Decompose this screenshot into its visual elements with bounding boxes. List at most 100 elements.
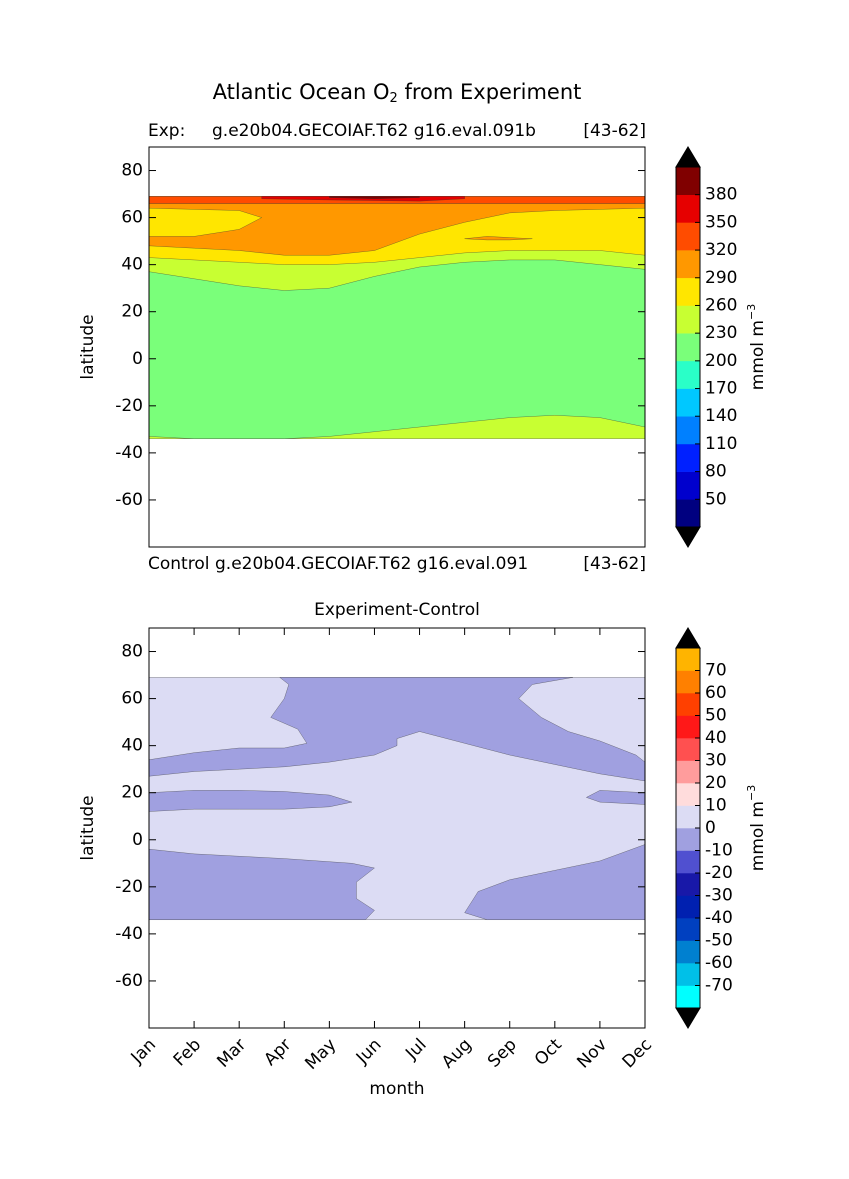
x-tick-label: Dec	[619, 1035, 656, 1072]
colorbar-segment	[676, 738, 700, 761]
colorbar-tick-label: 30	[705, 751, 727, 771]
colorbar-tick-label: -50	[705, 931, 733, 951]
colorbar-segment	[676, 277, 700, 306]
contour-region	[148, 790, 353, 812]
colorbar-extend-bottom	[675, 1007, 701, 1029]
colorbar-tick-label: 10	[705, 796, 727, 816]
y-tick-label: -40	[115, 924, 143, 944]
colorbar-segment	[676, 805, 700, 829]
colorbar-tick-label: -60	[705, 953, 733, 973]
colorbar-segment	[676, 783, 700, 806]
colorbar-tick-label: 290	[705, 268, 737, 288]
chart-title-left: Exp:	[148, 121, 185, 141]
y-tick-label: 0	[132, 830, 143, 850]
y-tick-label: -20	[115, 396, 143, 416]
colorbar-segment	[676, 873, 700, 896]
x-tick-label: Jul	[401, 1035, 430, 1064]
colorbar-segment	[676, 693, 700, 716]
colorbar-tick-label: 380	[705, 185, 737, 205]
colorbar-segment	[676, 360, 700, 389]
y-axis-label: latitude	[78, 795, 98, 860]
colorbar-tick-label: -40	[705, 908, 733, 928]
y-tick-label: 60	[121, 689, 143, 709]
title-part: from Experiment	[398, 80, 582, 104]
y-tick-label: 60	[121, 208, 143, 228]
colorbar-label-superscript: −3	[745, 304, 758, 320]
x-tick-label: Apr	[260, 1035, 295, 1070]
colorbar-extend-bottom	[675, 526, 701, 548]
colorbar-tick-label: 50	[705, 489, 727, 509]
colorbar-tick-label: 320	[705, 240, 737, 260]
x-tick-label: May	[301, 1035, 340, 1074]
y-tick-label: 40	[121, 255, 143, 275]
colorbar-segment	[676, 388, 700, 417]
footer-right: [43-62]	[583, 554, 646, 574]
x-tick-label: Feb	[170, 1035, 205, 1070]
colorbar-tick-label: 80	[705, 462, 727, 482]
y-tick-label: -20	[115, 877, 143, 897]
x-tick-label: Aug	[438, 1035, 476, 1073]
colorbar-tick-label: 200	[705, 351, 737, 371]
colorbar-segment	[676, 963, 700, 986]
x-tick-label: Mar	[213, 1035, 250, 1072]
colorbar-tick-label: 70	[705, 661, 727, 681]
colorbar-tick-label: 110	[705, 434, 737, 454]
colorbar-extend-top	[675, 627, 701, 649]
colorbar-tick-label: 20	[705, 773, 727, 793]
contour-region	[148, 848, 376, 921]
colorbar-segment	[676, 985, 700, 1009]
x-tick-label: Nov	[573, 1035, 611, 1073]
colorbar-segment	[676, 828, 700, 851]
contour-region	[148, 677, 646, 782]
colorbar-tick-label: 50	[705, 706, 727, 726]
title-part: Atlantic Ocean O	[213, 80, 390, 104]
figure-title: Atlantic Ocean O2 from Experiment	[213, 80, 582, 106]
colorbar-tick-label: -10	[705, 841, 733, 861]
colorbar-segment	[676, 250, 700, 279]
plot-frame	[148, 146, 646, 548]
y-tick-label: 40	[121, 736, 143, 756]
colorbar-segment	[676, 167, 700, 195]
colorbar-segment	[676, 194, 700, 223]
y-tick-label: 80	[121, 161, 143, 181]
colorbar-tick-label: 40	[705, 728, 727, 748]
colorbar-tick-label: 170	[705, 379, 737, 399]
colorbar-segment	[676, 760, 700, 784]
contour-region	[464, 844, 646, 921]
colorbar-segment	[676, 222, 700, 251]
y-tick-label: -40	[115, 443, 143, 463]
colorbar-segment	[676, 416, 700, 445]
colorbar-label: mmol m−3	[745, 304, 769, 390]
footer: g.e20b04.GECOIAF.T62 g16.eval.091	[215, 554, 528, 574]
y-axis-label: latitude	[78, 314, 98, 379]
y-tick-label: -60	[115, 971, 143, 991]
colorbar-tick-label: -30	[705, 886, 733, 906]
colorbar-tick-label: 140	[705, 406, 737, 426]
y-tick-label: 20	[121, 302, 143, 322]
colorbar-tick-label: -20	[705, 863, 733, 883]
colorbar-segment	[676, 305, 700, 334]
chart-title: g.e20b04.GECOIAF.T62 g16.eval.091b	[212, 121, 536, 141]
x-tick-label: Oct	[531, 1035, 566, 1070]
colorbar-tick-label: -70	[705, 976, 733, 996]
colorbar-tick-label: 260	[705, 295, 737, 315]
colorbar-tick-label: 230	[705, 323, 737, 343]
y-tick-label: -60	[115, 490, 143, 510]
x-axis-label: month	[369, 1079, 424, 1099]
footer-left: Control	[148, 554, 209, 574]
contour-region	[464, 236, 533, 241]
colorbar-segment	[676, 850, 700, 874]
y-tick-label: 80	[121, 642, 143, 662]
colorbar-label: mmol m−3	[745, 785, 769, 871]
colorbar-segment	[676, 715, 700, 739]
colorbar-segment	[676, 895, 700, 919]
colorbar-label-text: mmol m	[748, 320, 768, 390]
colorbar-segment	[676, 471, 700, 500]
x-tick-label: Jun	[352, 1035, 386, 1069]
x-tick-label: Jan	[127, 1035, 160, 1068]
colorbar-segment	[676, 940, 700, 964]
colorbar-segment	[676, 918, 700, 941]
colorbar-tick-label: 0	[705, 818, 716, 838]
x-tick-label: Sep	[484, 1035, 521, 1072]
